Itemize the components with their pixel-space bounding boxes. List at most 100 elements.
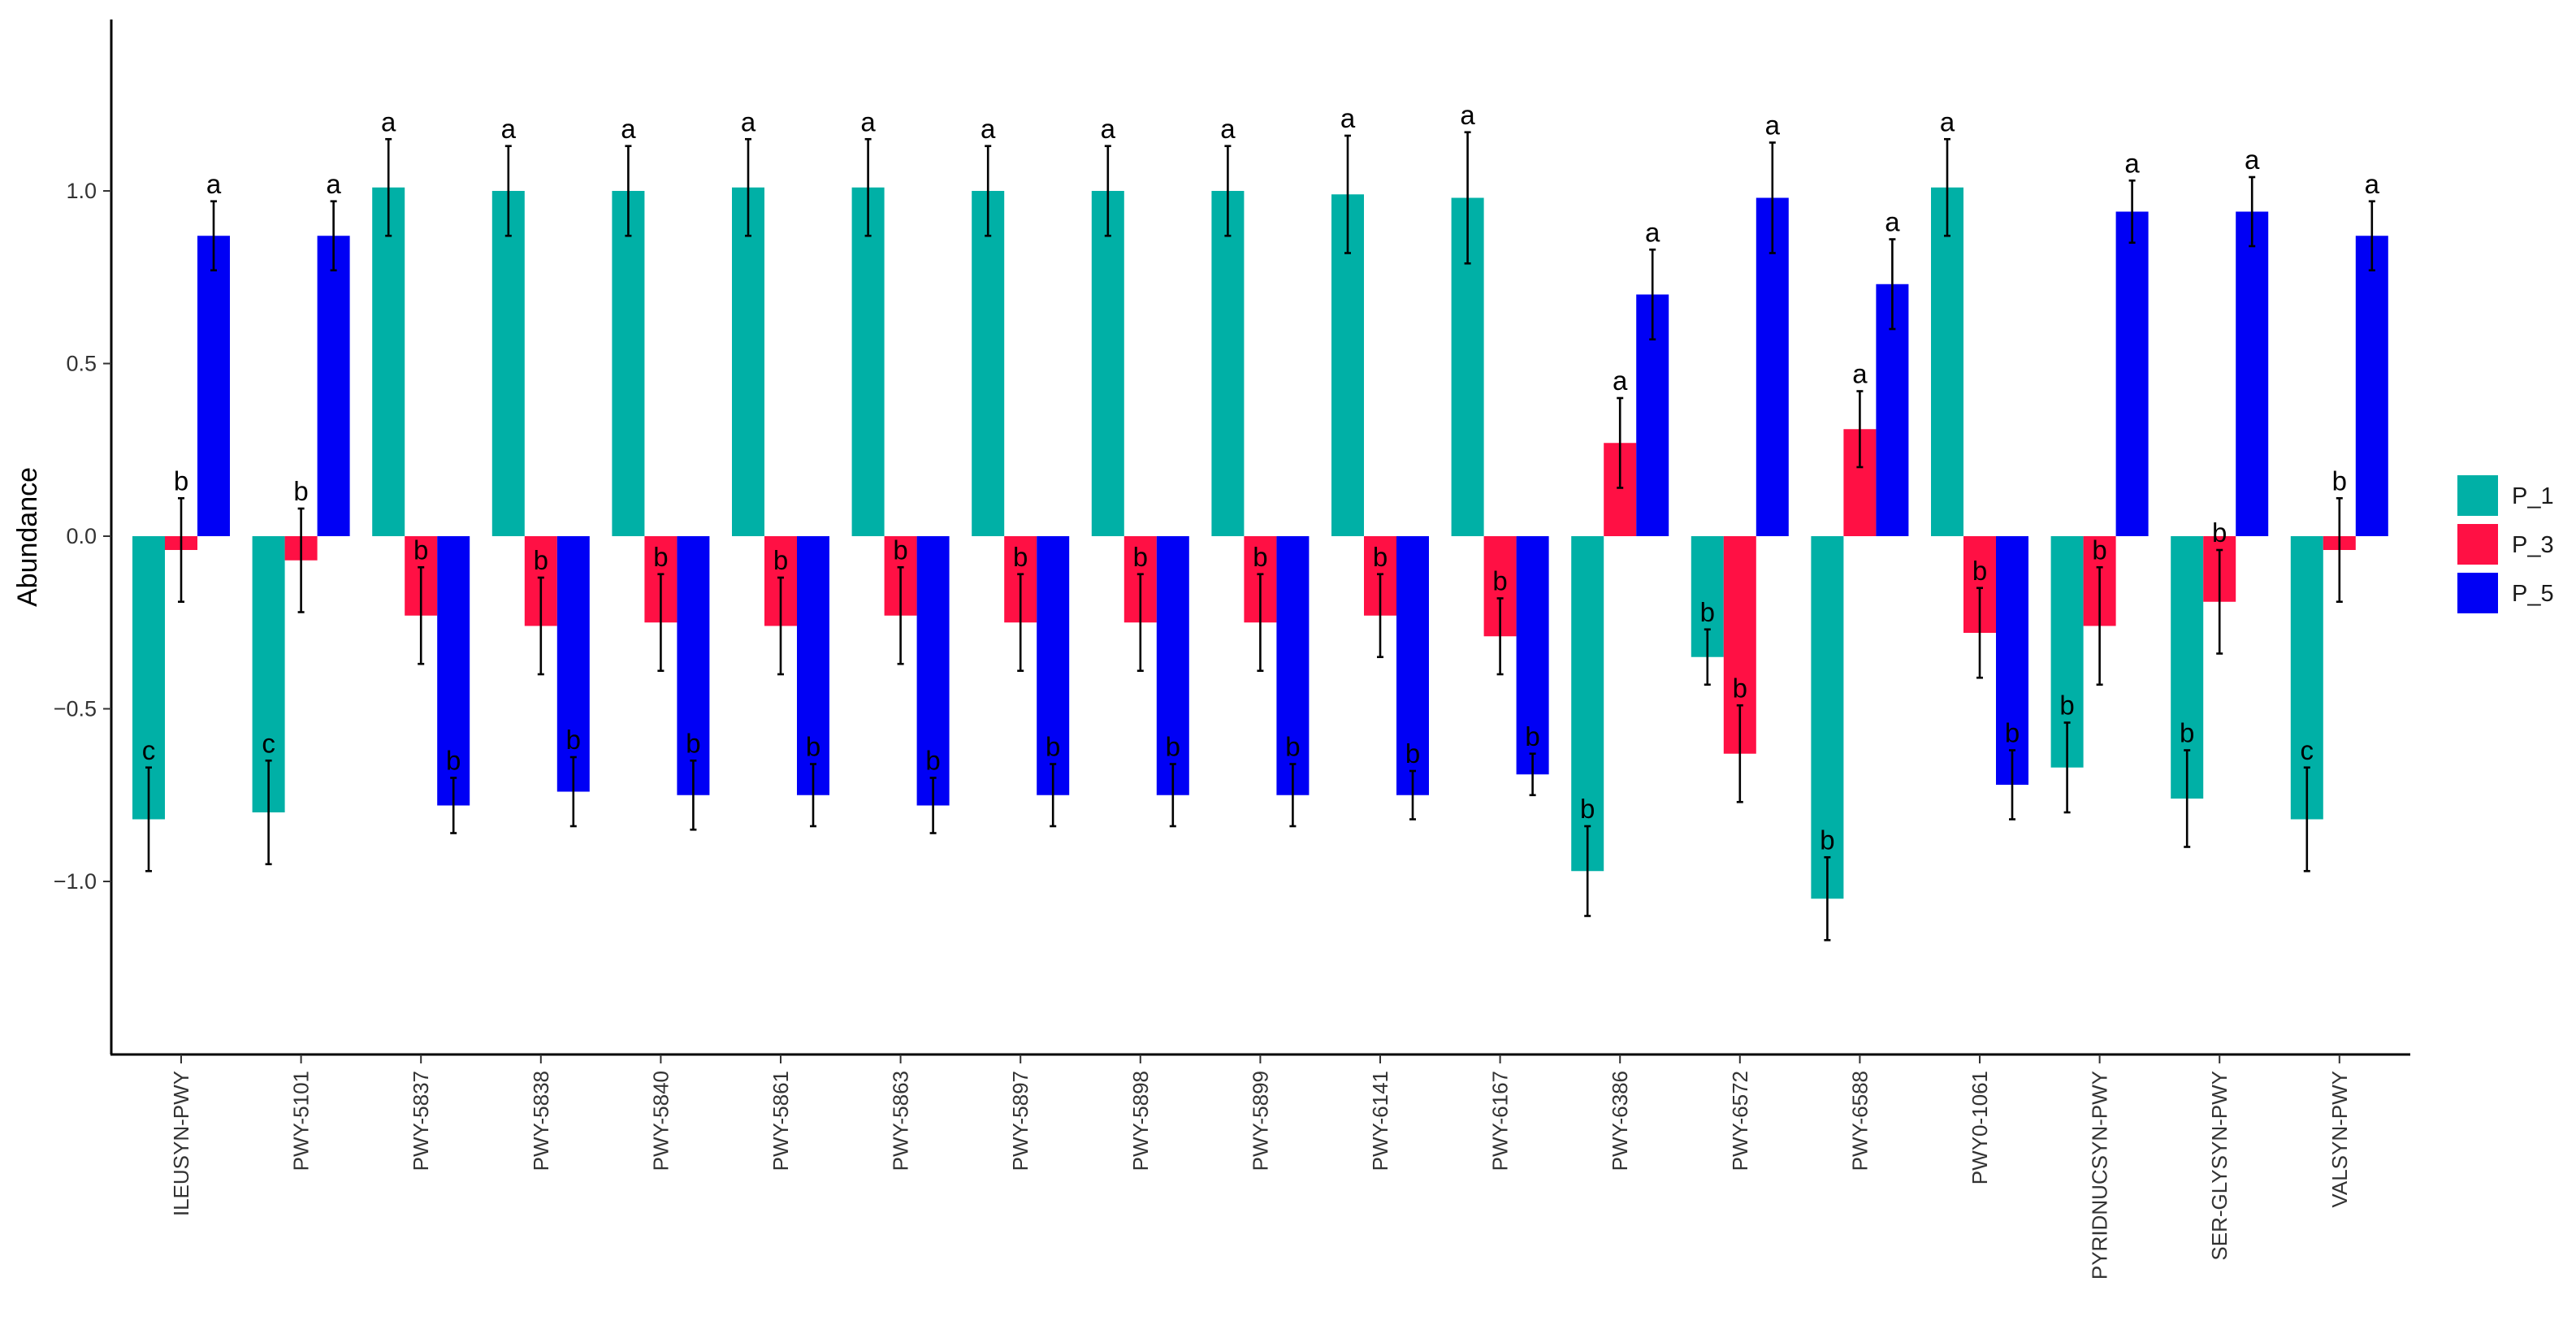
significance-label: a <box>741 106 756 136</box>
significance-label: b <box>1046 732 1060 762</box>
error-bar <box>1136 573 1144 673</box>
bar-p5-pwy-5899 <box>1276 536 1310 795</box>
error-bar <box>1649 248 1656 341</box>
bar-p5-pwy0-1061 <box>1996 536 2028 785</box>
category-label: PWY-5897 <box>1008 1071 1033 1171</box>
bar-p5-pwy-5863 <box>916 536 950 806</box>
significance-label: b <box>1405 738 1420 769</box>
bar-p5-pwy-5101 <box>317 236 350 536</box>
error-bar <box>864 137 872 237</box>
error-bar <box>985 145 992 237</box>
significance-label: b <box>2212 517 2227 548</box>
bar-p1-pwy-5837 <box>372 187 405 536</box>
error-bar <box>2303 766 2310 873</box>
bar-p5-pwy-5861 <box>797 536 829 795</box>
error-bar <box>929 777 937 834</box>
y-tick-label: 0.0 <box>66 524 97 548</box>
error-bar <box>1257 573 1264 673</box>
significance-label: a <box>1645 217 1660 247</box>
category-label: PWY-5838 <box>529 1071 553 1171</box>
category-label: PWY-6572 <box>1728 1071 1752 1171</box>
significance-label: b <box>893 535 907 565</box>
y-axis-title: Abundance <box>12 467 43 607</box>
significance-label: a <box>1885 207 1900 237</box>
significance-label: b <box>2332 465 2347 496</box>
legend-swatch <box>2457 524 2498 565</box>
bar-p1-pwy-5898 <box>1091 191 1124 536</box>
significance-label: b <box>1285 732 1300 762</box>
significance-label: b <box>686 728 700 758</box>
bar-p1-pwy-5863 <box>851 187 885 536</box>
error-bar <box>625 145 632 237</box>
significance-label: b <box>773 545 788 575</box>
error-bar <box>178 496 184 604</box>
category-label: SER-GLYSYN-PWY <box>2207 1071 2232 1261</box>
significance-label: c <box>142 735 156 765</box>
error-bar <box>1289 763 1297 828</box>
error-bar <box>1496 597 1504 676</box>
significance-label: b <box>1492 566 1507 596</box>
significance-label: a <box>1340 103 1356 133</box>
error-bar <box>657 573 665 673</box>
error-bar <box>1529 752 1536 797</box>
bar-p5-pwy-5837 <box>437 536 470 806</box>
significance-label: b <box>446 746 461 776</box>
error-bar <box>1617 396 1624 489</box>
error-bar <box>504 145 512 237</box>
bar-p1-pwy-5838 <box>491 191 525 536</box>
error-bar <box>777 576 784 676</box>
significance-label: a <box>621 114 636 144</box>
category-label: PWY-5840 <box>648 1071 673 1171</box>
significance-label: a <box>2124 148 2140 178</box>
significance-label: b <box>806 732 820 762</box>
legend-label: P_3 <box>2512 532 2554 558</box>
significance-label: a <box>1101 114 1116 144</box>
significance-label: b <box>2059 691 2074 721</box>
significance-label: a <box>1852 359 1868 389</box>
error-bar <box>1050 763 1057 828</box>
category-label: PWY-5101 <box>289 1071 314 1171</box>
significance-label: a <box>501 114 517 144</box>
error-bar <box>1856 390 1864 469</box>
error-bar <box>1344 134 1351 254</box>
significance-label: a <box>1613 366 1628 396</box>
significance-label: a <box>1460 100 1475 130</box>
error-bar <box>265 759 272 866</box>
significance-label: a <box>1940 106 1955 136</box>
significance-label: b <box>1166 732 1180 762</box>
error-bar <box>297 507 305 613</box>
error-bar <box>2249 175 2256 248</box>
category-label: VALSYN-PWY <box>2327 1071 2352 1208</box>
error-bar <box>145 766 152 873</box>
bar-p5-pyridnucsyn-pwy <box>2115 211 2149 536</box>
legend-label: P_5 <box>2512 581 2554 607</box>
error-bar <box>1704 628 1711 686</box>
bar-p1-pwy-5861 <box>732 187 764 536</box>
legend-item-p5: P_5 <box>2457 573 2554 613</box>
bar-p5-valsyn-pwy <box>2355 236 2388 536</box>
error-bar <box>385 137 392 237</box>
error-bar <box>1104 145 1111 237</box>
error-bar <box>1169 763 1176 828</box>
error-bar <box>690 759 697 831</box>
bar-p5-ser-glysyn-pwy <box>2236 211 2269 536</box>
errorbars-layer <box>145 131 2375 942</box>
bar-p1-pwy-6588 <box>1811 536 1844 899</box>
bars-layer <box>132 187 2388 899</box>
error-bar <box>1736 704 1743 803</box>
significance-label: b <box>1253 542 1267 572</box>
bar-p5-pwy-5897 <box>1037 536 1070 795</box>
error-bar <box>418 565 425 665</box>
error-bar <box>2216 548 2223 655</box>
significance-label: b <box>925 746 940 776</box>
bar-p1-pwy-5897 <box>972 191 1005 536</box>
error-bar <box>2368 200 2375 272</box>
legend-item-p1: P_1 <box>2457 475 2554 516</box>
significance-label: a <box>981 114 996 144</box>
significance-labels-layer: c b a c b a a b b a b b a b b a b b a b b a b b a b b a b b a b b a b b b a a b… <box>142 100 2380 855</box>
error-bar <box>210 200 217 272</box>
error-bar <box>2336 496 2343 604</box>
significance-label: a <box>2245 145 2260 175</box>
